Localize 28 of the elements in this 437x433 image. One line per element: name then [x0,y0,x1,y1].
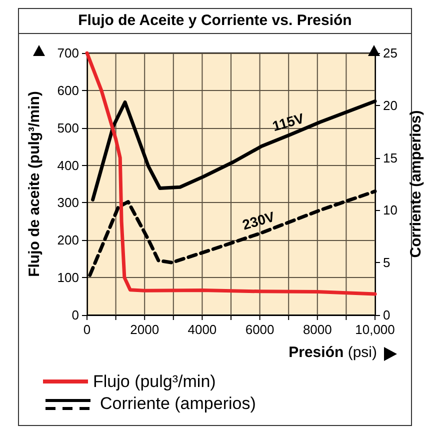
x-tick-label: 4000 [188,322,217,337]
y2-tick-label: 15 [383,150,398,166]
text: 115V [270,110,306,134]
chart-title: Flujo de Aceite y Corriente vs. Presión [18,8,412,34]
y2-tick-label: 0 [383,308,390,322]
y2-tick-label: 20 [383,98,398,113]
y2-tick-label: 10 [383,202,398,218]
y-tick-label: 300 [57,195,79,210]
y-tick-label: 100 [57,270,79,286]
legend-label: Flujo (pulg³/min) [93,372,216,391]
y-tick-label: 200 [57,232,79,248]
y-tick-label: 0 [72,308,79,322]
x-axis-title: Presión (psi) [288,343,377,363]
y2-axis-title: Corriente (amperios) [407,110,424,258]
y-tick-label: 700 [57,46,79,60]
x-tick-label: 0 [83,322,91,337]
x-tick-label: 10,000 [355,322,395,337]
y2-tick-label: 5 [383,255,390,270]
y-axis-title: Flujo de aceite (pulg³/min) [26,91,43,277]
y-tick-label: 400 [57,158,79,173]
x-tick-label: 6000 [245,322,274,337]
y2-tick-label: 25 [383,46,398,60]
y-tick-label: 600 [57,82,79,98]
text: Corriente (amperios) [100,394,256,413]
text: 230V [240,208,277,233]
x-tick-label: 2000 [130,322,160,337]
y-tick-label: 500 [57,120,79,136]
x-tick-label: 8000 [302,322,332,337]
